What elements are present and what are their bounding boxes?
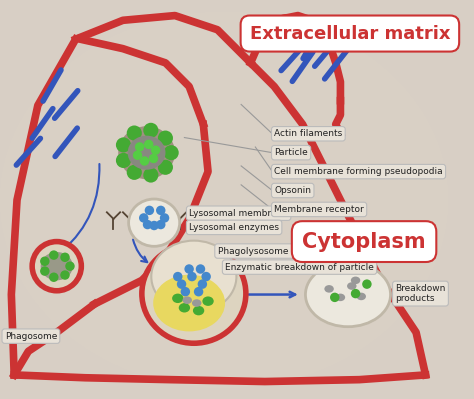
- Ellipse shape: [173, 272, 182, 281]
- Ellipse shape: [142, 244, 246, 343]
- Ellipse shape: [356, 292, 366, 300]
- Ellipse shape: [143, 123, 158, 138]
- Ellipse shape: [164, 145, 179, 160]
- Ellipse shape: [158, 160, 173, 175]
- Ellipse shape: [151, 146, 160, 155]
- Text: Lysosomal enzymes: Lysosomal enzymes: [189, 223, 279, 232]
- Text: Extracellular matrix: Extracellular matrix: [250, 24, 450, 43]
- Ellipse shape: [49, 251, 58, 260]
- Ellipse shape: [182, 296, 192, 304]
- Ellipse shape: [139, 213, 148, 223]
- Ellipse shape: [181, 287, 190, 296]
- Text: Enzymatic breakdown of particle: Enzymatic breakdown of particle: [225, 263, 374, 272]
- Ellipse shape: [324, 285, 334, 292]
- Ellipse shape: [177, 279, 186, 289]
- Ellipse shape: [143, 168, 158, 183]
- Ellipse shape: [192, 299, 201, 307]
- Ellipse shape: [149, 221, 159, 230]
- Text: Phagosome: Phagosome: [5, 332, 57, 341]
- Ellipse shape: [196, 264, 205, 274]
- Ellipse shape: [158, 130, 173, 146]
- Text: Phagolysosome formation: Phagolysosome formation: [218, 247, 335, 255]
- Ellipse shape: [347, 282, 356, 290]
- Text: Actin filaments: Actin filaments: [274, 129, 343, 138]
- Ellipse shape: [187, 272, 197, 281]
- Ellipse shape: [116, 153, 131, 168]
- Text: Particle: Particle: [274, 148, 308, 157]
- Text: Cytoplasm: Cytoplasm: [302, 231, 426, 252]
- Ellipse shape: [144, 140, 154, 149]
- Ellipse shape: [145, 205, 154, 215]
- Ellipse shape: [351, 289, 360, 298]
- Ellipse shape: [40, 267, 50, 276]
- Ellipse shape: [151, 241, 237, 312]
- Ellipse shape: [0, 12, 448, 388]
- Ellipse shape: [305, 263, 391, 327]
- Ellipse shape: [156, 220, 165, 229]
- Ellipse shape: [49, 273, 58, 282]
- Ellipse shape: [336, 294, 345, 301]
- Ellipse shape: [184, 264, 194, 274]
- Ellipse shape: [140, 156, 149, 166]
- Ellipse shape: [201, 272, 211, 281]
- Ellipse shape: [127, 125, 142, 140]
- Ellipse shape: [156, 205, 165, 215]
- Ellipse shape: [128, 199, 180, 246]
- Ellipse shape: [193, 306, 204, 315]
- Ellipse shape: [133, 150, 142, 160]
- Ellipse shape: [149, 154, 158, 163]
- Text: Opsonin: Opsonin: [274, 186, 311, 195]
- Text: Cell membrane forming pseudopodia: Cell membrane forming pseudopodia: [274, 167, 443, 176]
- Ellipse shape: [179, 303, 190, 312]
- Ellipse shape: [194, 287, 203, 296]
- Ellipse shape: [160, 213, 169, 223]
- Ellipse shape: [41, 252, 73, 280]
- Ellipse shape: [65, 261, 75, 271]
- Ellipse shape: [128, 136, 165, 170]
- Ellipse shape: [40, 257, 50, 266]
- Ellipse shape: [32, 241, 82, 291]
- Ellipse shape: [153, 275, 225, 332]
- Ellipse shape: [60, 270, 70, 280]
- Text: Breakdown
products: Breakdown products: [395, 284, 446, 303]
- Ellipse shape: [362, 279, 372, 289]
- Ellipse shape: [172, 294, 183, 303]
- Text: Membrane receptor: Membrane receptor: [274, 205, 364, 214]
- Ellipse shape: [143, 220, 152, 229]
- Ellipse shape: [198, 279, 207, 289]
- Ellipse shape: [351, 277, 360, 284]
- Ellipse shape: [60, 253, 70, 262]
- Ellipse shape: [135, 142, 145, 152]
- Ellipse shape: [330, 292, 339, 302]
- Text: Lysosomal membrane: Lysosomal membrane: [189, 209, 288, 218]
- Ellipse shape: [116, 137, 131, 152]
- Ellipse shape: [202, 296, 214, 306]
- Ellipse shape: [127, 165, 142, 180]
- Ellipse shape: [118, 126, 175, 179]
